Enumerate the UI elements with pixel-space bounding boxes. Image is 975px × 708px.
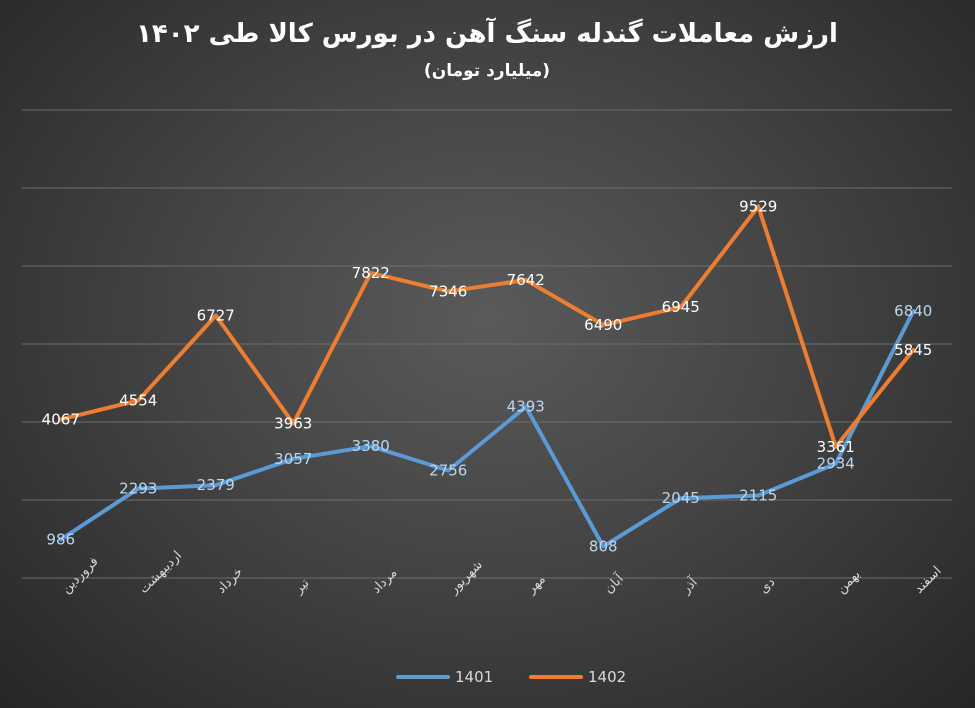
- data-label: 4393: [507, 398, 545, 416]
- data-label: 7642: [507, 271, 545, 289]
- legend-label: 1401: [455, 668, 493, 686]
- x-axis-label: مهر: [523, 572, 549, 598]
- x-axis-label: مرداد: [369, 565, 400, 596]
- data-label: 6840: [894, 302, 932, 320]
- data-label: 2293: [119, 480, 157, 498]
- data-label: 9529: [739, 197, 777, 215]
- x-axis-label: بهمن: [834, 567, 864, 597]
- x-axis-label: آبان: [600, 569, 628, 597]
- data-label: 2045: [662, 489, 700, 507]
- data-label: 2756: [429, 462, 467, 480]
- series-line-1401: [58, 309, 916, 549]
- data-label: 6490: [584, 316, 622, 334]
- x-axis-label: تیر: [291, 576, 313, 598]
- x-axis-label: اسفند: [911, 564, 944, 597]
- data-label: 4067: [42, 410, 80, 428]
- data-labels: 986 2293 2379 3057 3380 2756 4393 808 2045 2115 29…: [42, 197, 933, 555]
- data-label: 808: [589, 537, 618, 555]
- data-label: 3963: [274, 414, 312, 432]
- legend-label: 1402: [588, 668, 626, 686]
- series-line-1402: [58, 204, 916, 449]
- legend[interactable]: 1401 1402: [396, 668, 626, 686]
- chart-subtitle: (میلیارد تومان): [424, 61, 550, 81]
- x-axis-label: خرداد: [214, 565, 246, 597]
- data-label: 2379: [197, 476, 235, 494]
- data-label: 986: [46, 531, 75, 549]
- legend-item-1402[interactable]: 1402: [529, 668, 626, 686]
- data-label: 6945: [662, 298, 700, 316]
- data-label: 7346: [429, 283, 467, 301]
- data-label: 3057: [274, 450, 312, 468]
- gridlines: [22, 109, 952, 579]
- data-label: 6727: [197, 307, 235, 325]
- x-axis-label: آذر: [677, 573, 702, 598]
- data-label: 2115: [739, 487, 777, 505]
- x-axis-labels: فروردین اردیبهشت خرداد تیر مرداد شهریور مهر آبا…: [59, 548, 945, 597]
- x-axis-label: شهریور: [446, 557, 486, 597]
- legend-item-1401[interactable]: 1401: [396, 668, 493, 686]
- data-label: 4554: [119, 391, 157, 409]
- data-label: 7822: [352, 264, 390, 282]
- series-lines: [58, 204, 916, 549]
- data-label: 3361: [817, 438, 855, 456]
- x-axis-label: فروردین: [59, 554, 102, 597]
- chart-title: ارزش معاملات گندله سنگ آهن در بورس کالا …: [136, 17, 838, 49]
- data-label: 3380: [352, 437, 390, 455]
- data-label: 2934: [817, 455, 855, 473]
- data-label: 5845: [894, 341, 932, 359]
- x-axis-label: اردیبهشت: [136, 548, 184, 596]
